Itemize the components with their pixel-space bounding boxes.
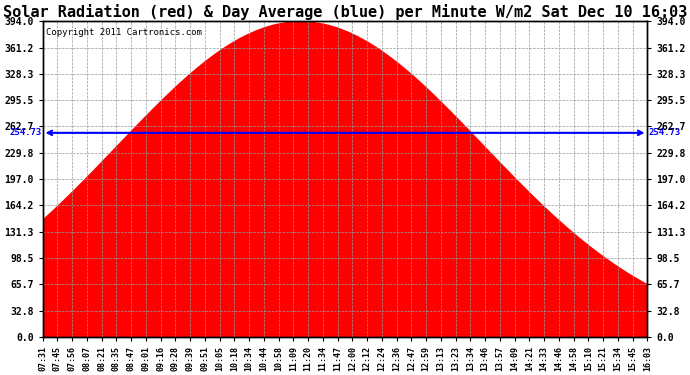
Text: 254.73: 254.73 xyxy=(9,128,41,137)
Title: Solar Radiation (red) & Day Average (blue) per Minute W/m2 Sat Dec 10 16:03: Solar Radiation (red) & Day Average (blu… xyxy=(3,4,687,20)
Text: 254.73: 254.73 xyxy=(649,128,681,137)
Text: Copyright 2011 Cartronics.com: Copyright 2011 Cartronics.com xyxy=(46,28,201,37)
